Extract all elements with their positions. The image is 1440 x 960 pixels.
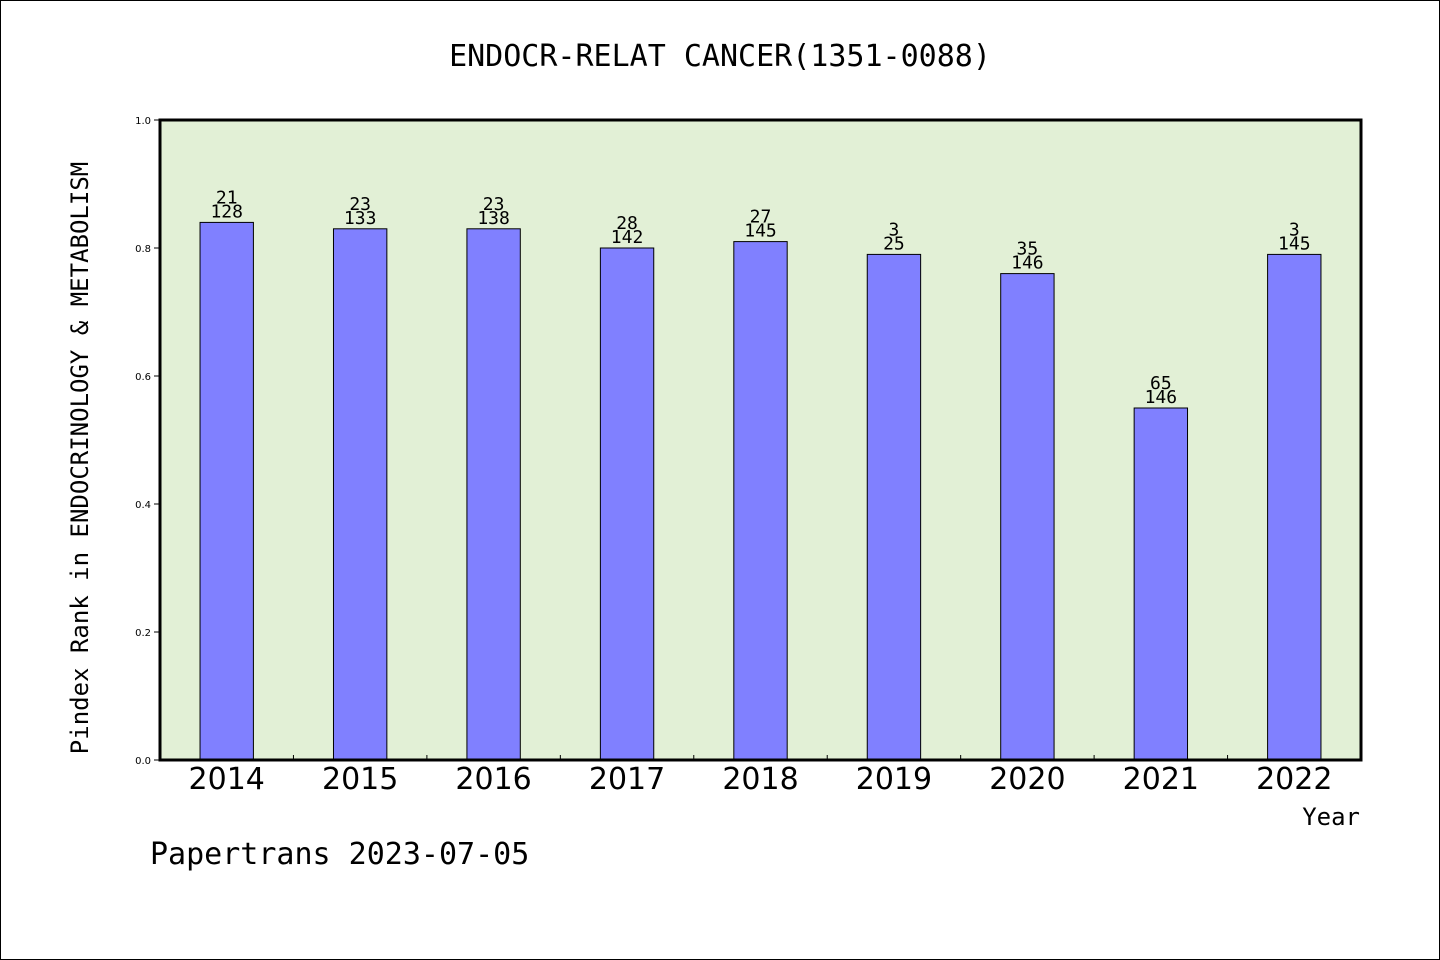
footer-credit: Papertrans 2023-07-05 xyxy=(150,837,529,872)
y-tick-label: 1.0 xyxy=(135,116,151,127)
bar-label-bottom-2017: 142 xyxy=(611,227,644,248)
y-tick-label: 0.4 xyxy=(135,500,151,511)
x-tick-label-2021: 2021 xyxy=(1123,762,1199,797)
y-axis-ticks: 0.0 0.2 0.4 0.6 0.8 1.0 xyxy=(135,116,160,767)
bar-label-bottom-2019: 25 xyxy=(883,233,905,254)
y-tick-label: 0.2 xyxy=(135,628,151,639)
bar-label-top-2017: 28 xyxy=(616,213,638,234)
bar-2017 xyxy=(599,247,655,761)
x-tick-label-2014: 2014 xyxy=(189,762,265,797)
bar-2014 xyxy=(199,221,254,761)
bar-label-bottom-2018: 145 xyxy=(744,221,777,242)
bar-2016 xyxy=(466,228,521,761)
x-tick-label-2016: 2016 xyxy=(455,762,531,797)
y-axis-label: Pindex Rank in ENDOCRINOLOGY & METABOLIS… xyxy=(66,162,94,754)
bar-label-top-2018: 27 xyxy=(750,207,772,228)
bar-label-top-2014: 21 xyxy=(216,187,238,208)
bar-label-bottom-2016: 138 xyxy=(477,208,510,229)
x-tick-label-2022: 2022 xyxy=(1256,762,1332,797)
bar-2018 xyxy=(733,241,788,761)
y-tick-label: 0.8 xyxy=(135,244,151,255)
bar-label-top-2016: 23 xyxy=(483,194,505,215)
bar-label-bottom-2014: 128 xyxy=(210,201,243,222)
bar-2015 xyxy=(332,228,388,761)
x-axis-ticks: 2014 2015 2016 2017 2018 2019 2020 2021 2022 xyxy=(189,755,1332,797)
bar-label-bottom-2020: 146 xyxy=(1011,253,1044,274)
bar-label-bottom-2022: 145 xyxy=(1278,233,1311,254)
bar-label-bottom-2021: 146 xyxy=(1145,387,1178,408)
bar-label-top-2020: 35 xyxy=(1017,239,1039,260)
x-tick-label-2015: 2015 xyxy=(322,762,398,797)
chart-title: ENDOCR-RELAT CANCER(1351-0088) xyxy=(449,39,991,74)
bar-2022 xyxy=(1267,253,1322,761)
bar-label-top-2019: 3 xyxy=(889,219,900,240)
y-tick-label: 0.6 xyxy=(135,372,151,383)
x-axis-label: Year xyxy=(1302,803,1360,831)
bar-2021 xyxy=(1133,407,1189,761)
plot-border xyxy=(158,118,1363,762)
x-tick-label-2017: 2017 xyxy=(589,762,665,797)
x-tick-label-2019: 2019 xyxy=(856,762,932,797)
bar-label-top-2015: 23 xyxy=(349,194,371,215)
bar-2019 xyxy=(866,253,922,761)
bar-label-top-2022: 3 xyxy=(1289,219,1300,240)
bar-label-bottom-2015: 133 xyxy=(344,208,377,229)
bar-label-top-2021: 65 xyxy=(1150,373,1172,394)
x-tick-label-2018: 2018 xyxy=(722,762,798,797)
bar-2020 xyxy=(1000,273,1055,761)
bars-group xyxy=(199,221,1322,761)
x-tick-label-2020: 2020 xyxy=(989,762,1065,797)
y-tick-label: 0.0 xyxy=(135,756,151,767)
